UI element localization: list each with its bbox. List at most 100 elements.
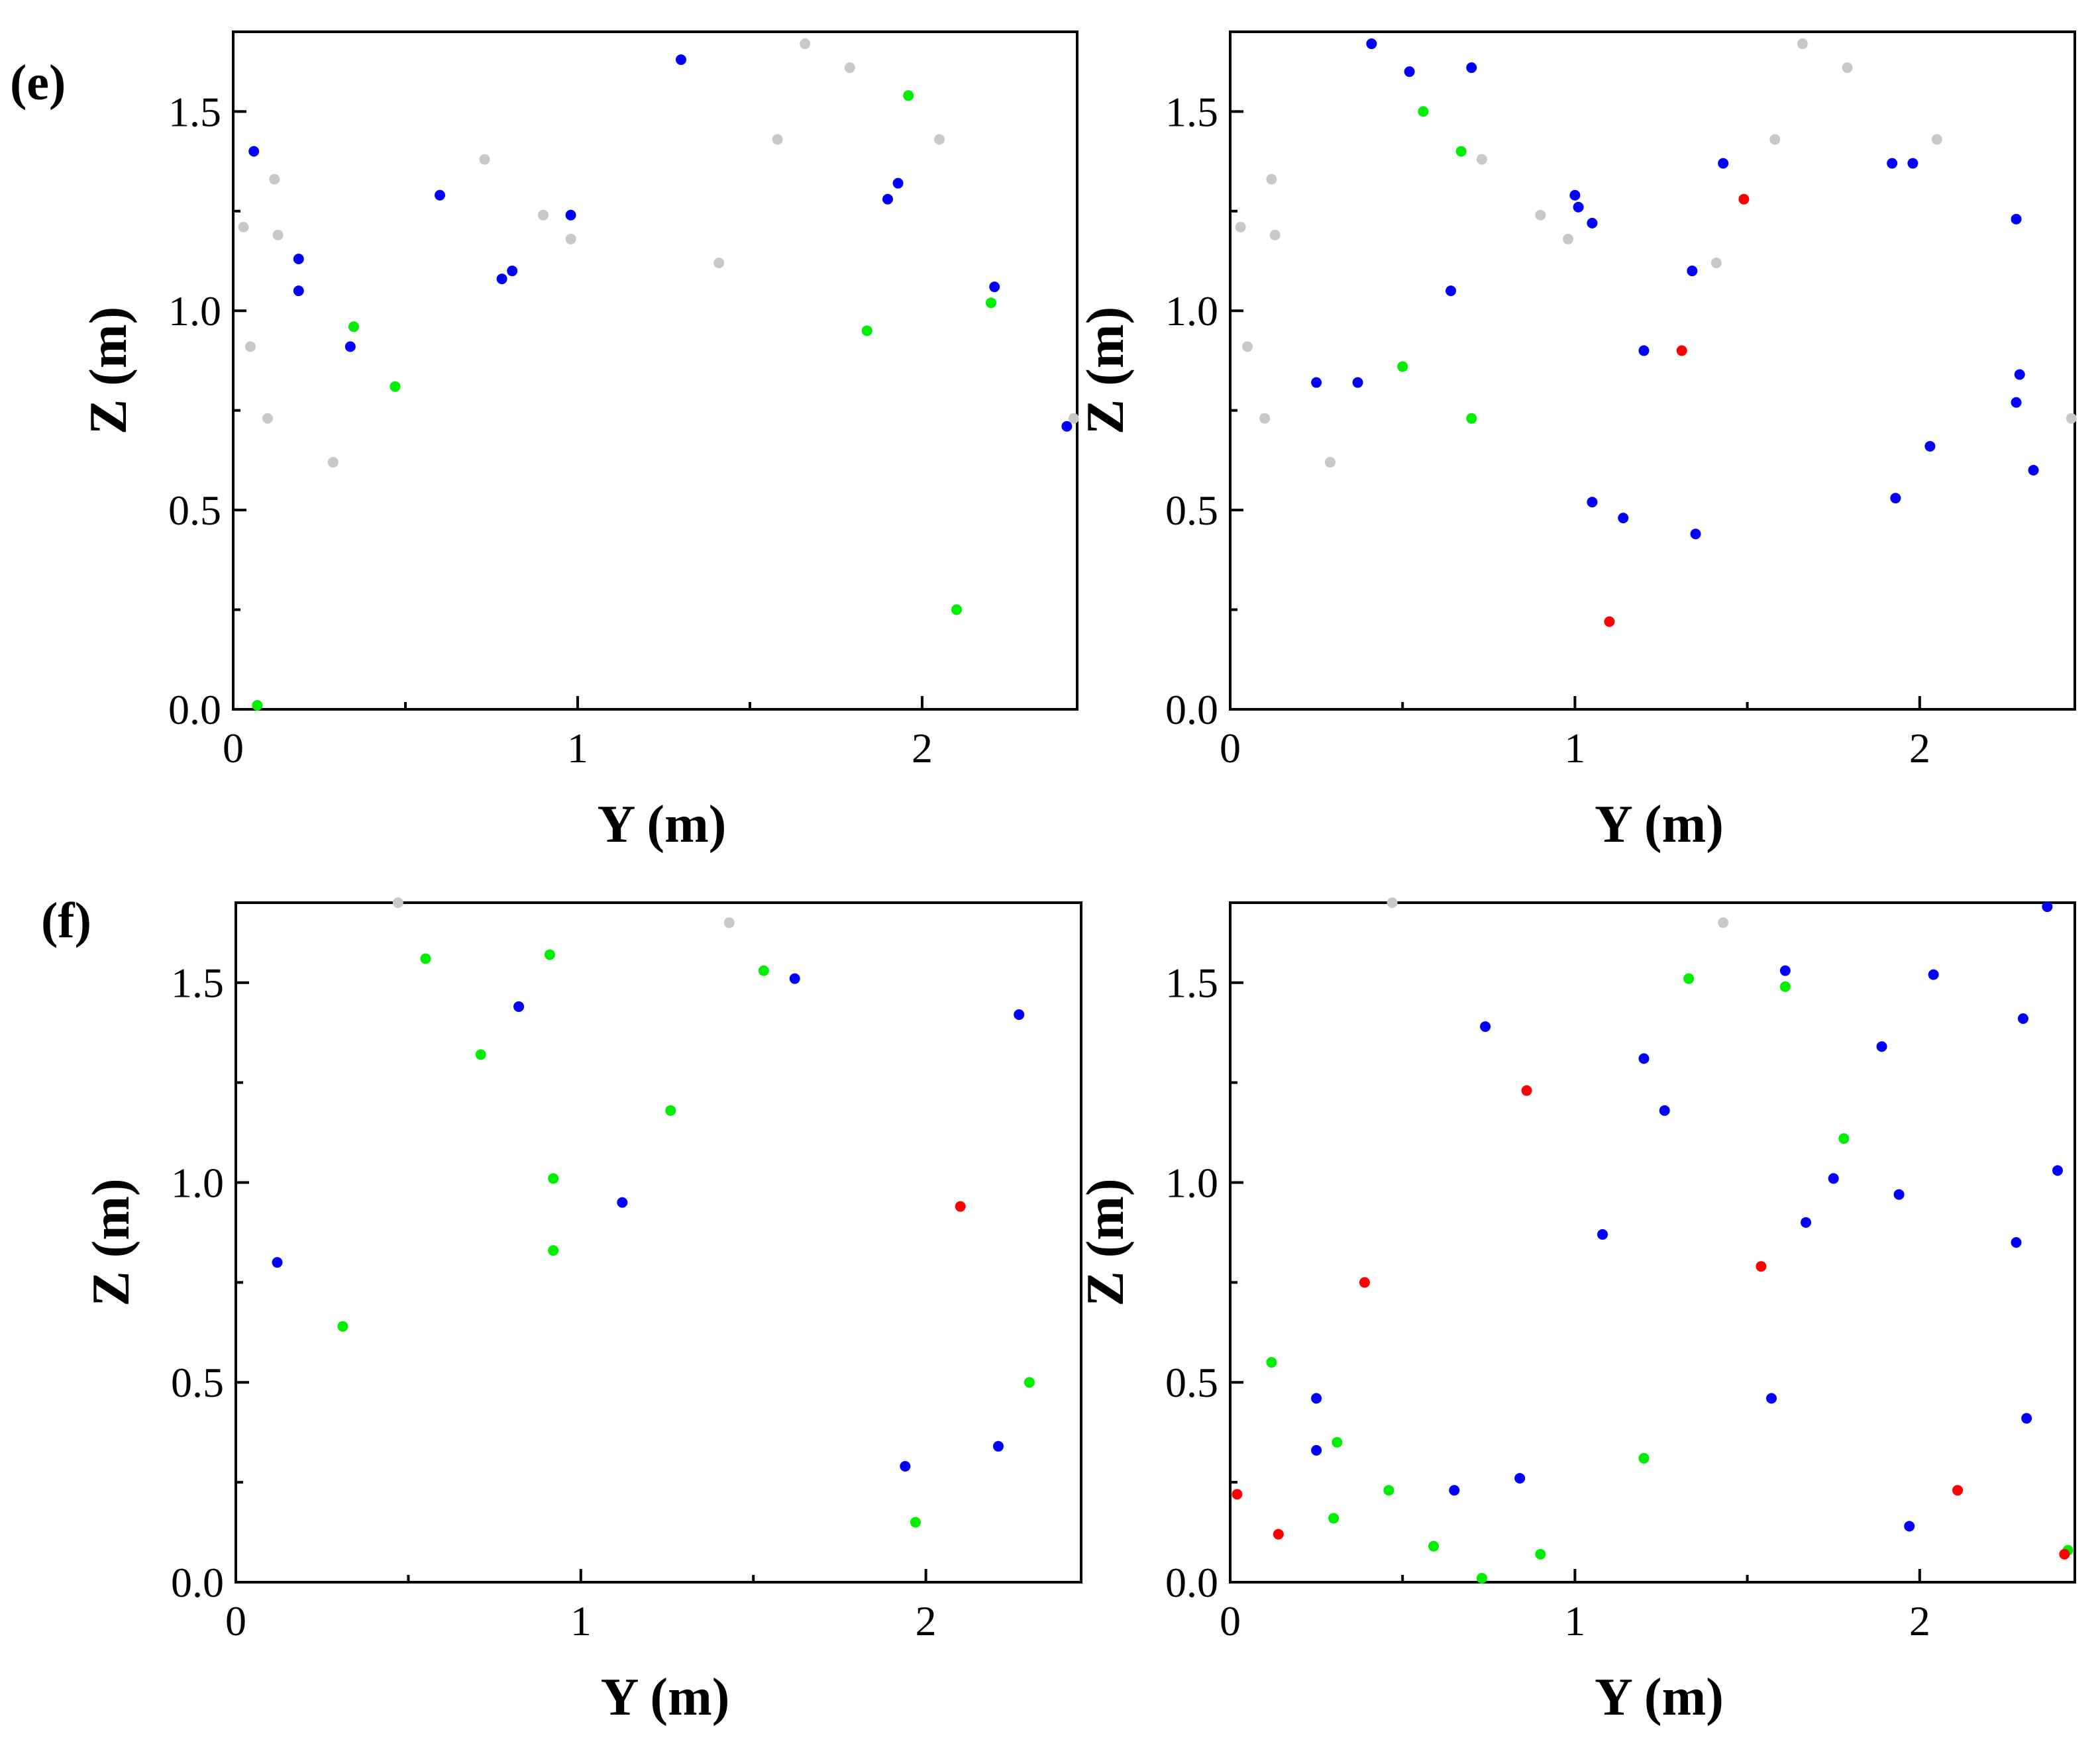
- y-tick-label: 1.5: [171, 960, 224, 1007]
- y-tick-label: 1.5: [1165, 960, 1218, 1007]
- data-point-red: [1273, 1529, 1284, 1540]
- data-point-green: [420, 953, 431, 964]
- data-point-green: [1455, 146, 1467, 157]
- x-axis-title: Y (m): [601, 1668, 730, 1727]
- data-point-green: [861, 325, 872, 336]
- data-point-green: [548, 1245, 559, 1256]
- y-tick-label: 1.0: [1165, 1159, 1218, 1206]
- data-point-blue: [1514, 1473, 1526, 1484]
- scatter-plot-e-left: 0 1 2 0.0 0.5 1.0 1.5 Y (m) Z (m): [79, 30, 1079, 854]
- x-tick-label: 0: [1220, 1597, 1241, 1644]
- data-point-green: [1397, 361, 1408, 372]
- data-point-green: [544, 949, 555, 960]
- data-point-blue: [1404, 66, 1415, 77]
- data-point-green: [1428, 1540, 1440, 1552]
- data-point-blue: [2052, 1165, 2063, 1176]
- y-tick-label: 0.5: [1165, 1359, 1218, 1406]
- y-axis-title: Z (m): [82, 1178, 140, 1306]
- data-point-blue: [2028, 464, 2039, 476]
- data-point-blue: [1061, 421, 1073, 432]
- plot-frame: [1229, 30, 2076, 711]
- data-point-green: [1779, 981, 1791, 992]
- x-tick-label: 0: [223, 725, 244, 772]
- y-tick-label: 0.5: [168, 487, 221, 534]
- data-point-blue: [1687, 266, 1698, 277]
- data-point-blue: [1352, 377, 1363, 388]
- data-point-gray: [269, 174, 280, 185]
- data-point-blue: [1569, 189, 1581, 201]
- data-point-green: [475, 1049, 486, 1060]
- data-point-green: [1638, 1452, 1650, 1464]
- plot-frame: [235, 901, 1082, 1584]
- data-point-blue: [882, 193, 893, 205]
- data-point-blue: [1904, 1521, 1915, 1532]
- data-point-gray: [272, 229, 284, 240]
- data-point-gray: [479, 154, 490, 165]
- data-point-blue: [1311, 1393, 1322, 1404]
- data-point-gray: [1769, 134, 1781, 145]
- data-point-green: [348, 321, 359, 332]
- data-point-green: [1466, 413, 1477, 424]
- data-point-red: [1738, 193, 1750, 205]
- data-point-green: [1535, 1548, 1546, 1560]
- data-point-blue: [272, 1257, 283, 1268]
- data-point-blue: [2042, 901, 2053, 913]
- data-point-blue: [1659, 1105, 1670, 1116]
- data-point-gray: [1563, 233, 1573, 244]
- data-point-gray: [1797, 38, 1808, 50]
- data-point-green: [548, 1173, 559, 1184]
- data-point-gray: [1710, 258, 1722, 269]
- data-point-green: [758, 965, 769, 976]
- y-tick-label: 0.0: [1165, 686, 1218, 733]
- data-point-blue: [293, 285, 304, 297]
- y-tick-label: 1.5: [1165, 88, 1218, 135]
- panel-label-f: (f): [41, 893, 91, 948]
- data-point-blue: [1480, 1021, 1491, 1033]
- x-axis-title: Y (m): [598, 795, 727, 854]
- data-point-blue: [1718, 158, 1729, 169]
- y-tick-label: 1.0: [1165, 287, 1218, 334]
- data-point-gray: [1535, 209, 1546, 221]
- data-point-red: [1756, 1261, 1767, 1272]
- y-tick-label: 0.5: [1165, 487, 1218, 534]
- data-point-green: [1418, 106, 1429, 117]
- data-point-green: [910, 1517, 921, 1528]
- data-point-gray: [1842, 62, 1853, 74]
- data-point-blue: [1014, 1009, 1025, 1020]
- data-point-blue: [507, 266, 518, 277]
- x-tick-label: 1: [1564, 725, 1585, 772]
- data-point-gray: [1324, 456, 1336, 468]
- data-point-blue: [1618, 513, 1629, 524]
- data-point-blue: [993, 1440, 1004, 1452]
- data-point-gray: [934, 134, 945, 145]
- data-point-gray: [245, 341, 256, 352]
- x-axis-title: Y (m): [1595, 795, 1724, 854]
- data-point-blue: [1801, 1217, 1812, 1228]
- y-tick-label: 0.0: [1165, 1559, 1218, 1606]
- data-point-gray: [565, 233, 576, 244]
- data-point-green: [1024, 1377, 1035, 1388]
- data-point-blue: [617, 1197, 628, 1208]
- data-point-green: [903, 90, 914, 101]
- data-point-gray: [1931, 134, 1942, 145]
- data-point-blue: [565, 209, 576, 221]
- data-point-blue: [1876, 1041, 1887, 1052]
- y-tick-label: 0.0: [171, 1559, 224, 1606]
- data-point-green: [1328, 1513, 1339, 1524]
- data-point-blue: [1907, 158, 1918, 169]
- data-point-blue: [513, 1001, 525, 1012]
- data-point-green: [1476, 1572, 1487, 1584]
- data-point-blue: [2011, 213, 2022, 225]
- data-point-blue: [2017, 1013, 2028, 1025]
- data-point-gray: [1387, 897, 1398, 908]
- data-point-gray: [844, 62, 855, 74]
- y-axis-title: Z (m): [79, 307, 138, 434]
- data-point-gray: [1259, 413, 1271, 424]
- data-point-blue: [1890, 493, 1901, 504]
- data-point-green: [1683, 973, 1695, 984]
- data-point-red: [1952, 1485, 1964, 1496]
- data-point-green: [951, 604, 962, 615]
- data-point-red: [1604, 616, 1615, 627]
- data-point-green: [337, 1321, 348, 1332]
- data-point-gray: [2066, 413, 2077, 424]
